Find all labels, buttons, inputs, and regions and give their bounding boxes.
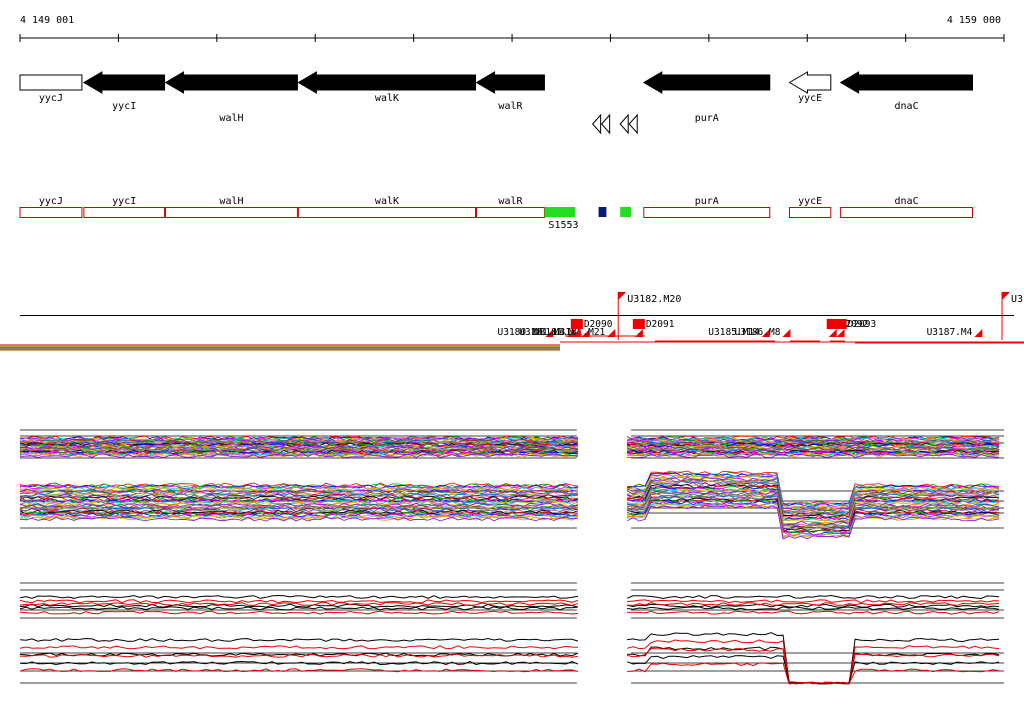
feature-label-walK: walK <box>375 196 399 207</box>
terminator-icon <box>619 113 629 135</box>
feature-box-purA[interactable] <box>643 207 771 218</box>
tu-end-flag-icon <box>782 329 791 337</box>
gene-label-walH: walH <box>219 113 243 124</box>
expression-series-line <box>19 504 1000 540</box>
tu-end-flag-icon <box>836 329 845 337</box>
tu-flag-icon <box>618 292 627 300</box>
expression-series-line <box>19 594 1000 600</box>
tu-label: D2093 <box>848 319 877 330</box>
expression-panel-3 <box>19 582 1004 619</box>
tu-end-flag-icon <box>545 329 554 337</box>
expression-series-line <box>19 504 1000 539</box>
expression-series-line <box>19 453 1000 459</box>
feature-label-walR: walR <box>498 196 523 207</box>
tu-label: D2092 <box>840 319 869 330</box>
tu-label: U31 <box>1011 294 1024 305</box>
tu-end-flag-icon <box>828 329 837 337</box>
terminator-icon <box>600 113 611 135</box>
gene-label-walK: walK <box>375 93 399 104</box>
tu-label: D2091 <box>646 319 675 330</box>
tu-label: U3185.M14 <box>708 327 760 338</box>
tu-dnaend-block <box>632 319 645 329</box>
expression-series-line <box>19 494 1000 529</box>
feature-label-purA: purA <box>695 196 719 207</box>
gene-label-yycI: yycI <box>112 101 136 112</box>
gene-label-dnaC: dnaC <box>895 101 919 112</box>
feature-box-walR[interactable] <box>476 207 545 218</box>
tu-dnaend-block <box>826 319 839 329</box>
tu-end-flag-icon <box>634 329 643 337</box>
gene-arrow-dnaC[interactable] <box>839 71 974 94</box>
feature-label-yycI: yycI <box>112 196 136 207</box>
tu-flag-icon <box>1002 292 1011 300</box>
tu-label: U3187.M4 <box>927 327 973 338</box>
gene-arrow-walK[interactable] <box>297 71 477 94</box>
tu-end-flag-icon <box>581 329 590 337</box>
tu-label: D2090 <box>584 319 613 330</box>
expression-panel-1 <box>19 429 1004 459</box>
tu-label: U3181.M4 <box>519 327 565 338</box>
tu-end-flag-icon <box>607 329 616 337</box>
feature-label-yycJ: yycJ <box>39 196 63 207</box>
tu-dnaend-block <box>570 319 583 329</box>
srna-label: S1553 <box>548 220 578 231</box>
tu-label: U3180.M4 <box>498 327 544 338</box>
feature-label-walH: walH <box>219 196 243 207</box>
gene-track: yycJ yycI walH walK walR purA yycE dnaC <box>19 71 974 124</box>
gene-label-yycJ: yycJ <box>39 93 63 104</box>
tu-end-flag-icon <box>566 329 575 337</box>
gene-arrow-yycI[interactable] <box>82 71 166 94</box>
expression-panel-2 <box>19 470 1004 540</box>
expression-series-line <box>19 610 1000 615</box>
gene-arrow-purA[interactable] <box>642 71 771 94</box>
terminator-icon <box>591 113 602 135</box>
gene-label-yycE: yycE <box>798 93 822 104</box>
tu-end-flag-icon <box>974 329 983 337</box>
tu-label: U3181.M2 <box>534 327 580 338</box>
tu-label: U3182.M20 <box>627 294 681 305</box>
gene-arrow-walR[interactable] <box>475 71 545 94</box>
expression-series-line <box>19 646 1000 685</box>
ruler-end-label: 4 159 000 <box>947 15 1001 26</box>
gene-label-walR: walR <box>498 101 523 112</box>
feature-track: yycJ yycI walH walK walR purA yycE dnaC <box>19 196 974 218</box>
srna-block-2[interactable] <box>620 207 632 217</box>
expression-series-line <box>19 647 1000 685</box>
expression-series-line <box>19 606 1000 611</box>
terminator-track <box>591 113 638 135</box>
srna-block-1[interactable] <box>598 207 607 217</box>
feature-box-walH[interactable] <box>165 207 298 218</box>
gene-arrow-yycJ[interactable] <box>19 74 83 91</box>
srna-track: S1553 <box>544 207 632 231</box>
tu-dnaend-block <box>834 319 847 329</box>
ruler-ticks <box>19 34 1005 42</box>
tu-end-flag-icon <box>761 329 770 337</box>
ruler-start-label: 4 149 001 <box>20 15 74 26</box>
tu-end-flag-icon <box>572 329 581 337</box>
gene-arrow-yycE[interactable] <box>788 71 832 94</box>
expression-track <box>19 429 1004 685</box>
gene-label-purA: purA <box>695 113 719 124</box>
expression-series-line <box>19 499 1000 534</box>
tu-label: U3186.M8 <box>735 327 781 338</box>
feature-box-dnaC[interactable] <box>840 207 974 218</box>
expression-series-line <box>19 486 1000 522</box>
gene-arrow-walH[interactable] <box>164 71 298 94</box>
expression-panel-4 <box>19 632 1004 685</box>
feature-box-yycJ[interactable] <box>19 207 83 218</box>
srna-block-0[interactable] <box>544 207 575 217</box>
expression-series-line <box>19 601 1000 607</box>
expression-series-line <box>19 599 1000 604</box>
expression-series-line <box>20 489 1000 523</box>
feature-box-yycI[interactable] <box>83 207 166 218</box>
terminator-icon <box>628 113 638 135</box>
feature-box-yycE[interactable] <box>788 207 832 218</box>
feature-box-walK[interactable] <box>297 207 477 218</box>
feature-label-dnaC: dnaC <box>895 196 919 207</box>
expression-series-line <box>19 662 1000 685</box>
feature-label-yycE: yycE <box>798 196 822 207</box>
coordinate-ruler: 4 149 001 4 159 000 <box>19 15 1005 42</box>
